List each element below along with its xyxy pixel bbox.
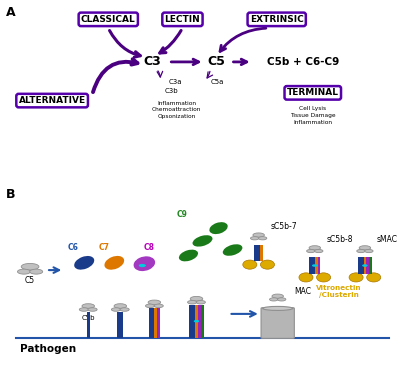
Ellipse shape: [299, 273, 313, 282]
Ellipse shape: [192, 235, 213, 247]
Bar: [363, 257, 367, 274]
Bar: [152, 308, 154, 338]
Ellipse shape: [272, 294, 284, 298]
Ellipse shape: [307, 249, 315, 253]
Text: C3b: C3b: [164, 88, 178, 94]
Ellipse shape: [179, 250, 198, 261]
Ellipse shape: [365, 249, 373, 253]
Text: C6: C6: [67, 243, 79, 252]
Ellipse shape: [269, 298, 278, 301]
Ellipse shape: [111, 308, 121, 311]
Bar: [361, 257, 363, 274]
Ellipse shape: [277, 298, 286, 301]
Text: LECTIN: LECTIN: [164, 15, 200, 24]
Ellipse shape: [362, 264, 368, 267]
Ellipse shape: [134, 256, 155, 271]
Text: C5: C5: [25, 276, 35, 285]
Bar: [257, 245, 260, 261]
Ellipse shape: [30, 269, 43, 274]
Text: MAC: MAC: [295, 287, 312, 296]
Ellipse shape: [18, 269, 30, 274]
Bar: [149, 308, 152, 338]
Ellipse shape: [21, 264, 39, 270]
Text: C3a: C3a: [168, 79, 182, 85]
Text: C7: C7: [99, 243, 110, 252]
Ellipse shape: [188, 300, 197, 304]
Ellipse shape: [258, 237, 267, 240]
Bar: [195, 305, 198, 338]
Bar: [309, 257, 312, 274]
Text: ALTERNATIVE: ALTERNATIVE: [18, 96, 86, 105]
Bar: [198, 305, 201, 338]
Ellipse shape: [139, 264, 146, 267]
Bar: [192, 305, 195, 338]
Text: sC5b-7: sC5b-7: [271, 222, 297, 231]
Text: C5b + C6-C9: C5b + C6-C9: [267, 57, 339, 67]
Text: Vitronectin
/Clusterin: Vitronectin /Clusterin: [316, 285, 362, 298]
FancyBboxPatch shape: [261, 308, 294, 338]
Ellipse shape: [196, 300, 205, 304]
Ellipse shape: [148, 300, 161, 305]
Text: C9: C9: [177, 210, 188, 219]
Bar: [366, 257, 369, 274]
Ellipse shape: [312, 264, 318, 267]
Text: C3: C3: [144, 55, 161, 68]
Ellipse shape: [261, 260, 274, 269]
Ellipse shape: [79, 308, 89, 311]
Bar: [315, 257, 318, 274]
Text: C5: C5: [208, 55, 225, 68]
Text: Cell Lysis
Tissue Damage
Inflammation: Cell Lysis Tissue Damage Inflammation: [290, 107, 336, 124]
Ellipse shape: [357, 249, 365, 253]
Ellipse shape: [251, 237, 259, 240]
Bar: [369, 257, 372, 274]
Bar: [201, 305, 204, 338]
Bar: [260, 245, 263, 261]
Ellipse shape: [209, 222, 228, 234]
Bar: [312, 257, 315, 274]
Ellipse shape: [154, 304, 163, 308]
Ellipse shape: [190, 296, 203, 301]
Ellipse shape: [359, 246, 371, 250]
Text: C5b: C5b: [81, 315, 95, 321]
Text: B: B: [6, 188, 16, 201]
Bar: [358, 257, 361, 274]
Text: C8: C8: [144, 243, 155, 252]
Ellipse shape: [194, 320, 199, 323]
Bar: [117, 312, 120, 338]
Bar: [318, 257, 320, 274]
Ellipse shape: [349, 273, 363, 282]
Ellipse shape: [223, 244, 242, 256]
Ellipse shape: [114, 304, 127, 308]
Text: CLASSICAL: CLASSICAL: [81, 15, 136, 24]
Bar: [157, 308, 160, 338]
Ellipse shape: [74, 256, 94, 270]
Text: C5a: C5a: [211, 79, 224, 85]
Bar: [154, 308, 157, 338]
Ellipse shape: [82, 304, 95, 308]
Ellipse shape: [367, 273, 381, 282]
Bar: [120, 312, 123, 338]
Bar: [254, 245, 257, 261]
Ellipse shape: [317, 273, 330, 282]
Ellipse shape: [146, 304, 155, 308]
Text: sMAC: sMAC: [377, 235, 398, 243]
Text: TERMINAL: TERMINAL: [287, 88, 339, 97]
Text: Inflammation
Chemoattraction
Opsonization: Inflammation Chemoattraction Opsonizatio…: [152, 101, 201, 119]
Bar: [87, 312, 89, 338]
Bar: [190, 305, 192, 338]
Text: sC5b-8: sC5b-8: [327, 235, 353, 243]
Text: Pathogen: Pathogen: [20, 343, 76, 354]
Text: EXTRINSIC: EXTRINSIC: [250, 15, 304, 24]
Ellipse shape: [88, 308, 97, 311]
Ellipse shape: [314, 249, 323, 253]
Ellipse shape: [253, 233, 264, 237]
Ellipse shape: [104, 256, 124, 270]
Text: A: A: [6, 6, 16, 19]
Ellipse shape: [263, 306, 293, 310]
Ellipse shape: [120, 308, 129, 311]
Ellipse shape: [243, 260, 257, 269]
Ellipse shape: [309, 246, 320, 250]
